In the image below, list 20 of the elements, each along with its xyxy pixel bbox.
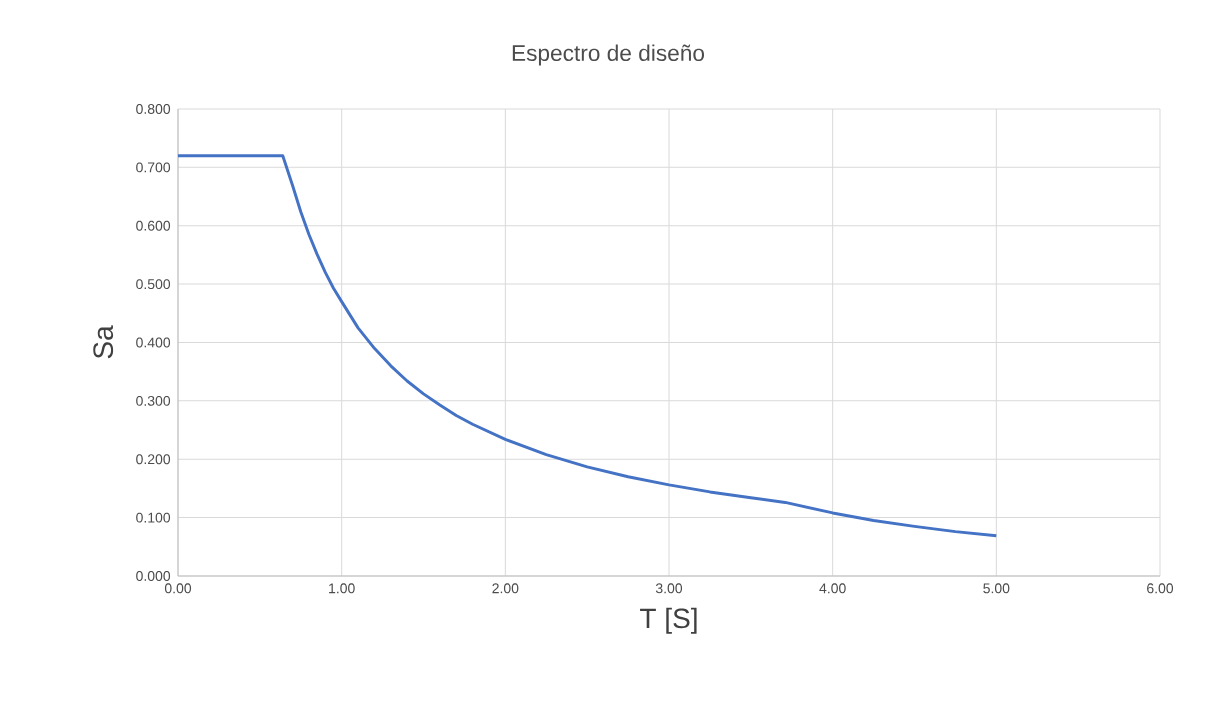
x-axis-title: T [S] (640, 607, 697, 634)
x-tick-label: 3.00 (655, 583, 683, 594)
x-tick-label: 2.00 (492, 583, 519, 594)
x-tick-label: 0.00 (164, 583, 192, 594)
x-tick-label: 1.00 (329, 583, 355, 594)
y-tick-label: 0.600 (136, 220, 171, 231)
y-tick-label: 0.400 (136, 337, 171, 348)
y-tick-label: 0.100 (136, 512, 171, 523)
chart-title: Espectro de diseño (512, 44, 705, 66)
y-tick-label: 0.000 (136, 571, 171, 581)
line-series (176, 154, 998, 538)
x-tick-label: 5.00 (983, 583, 1010, 594)
y-axis-title: Sa (93, 325, 114, 359)
x-tick-label: 4.00 (819, 583, 846, 594)
x-tick-label: 6.00 (1147, 583, 1174, 594)
y-tick-label: 0.200 (136, 454, 171, 465)
y-tick-label: 0.700 (136, 162, 171, 173)
y-tick-label: 0.800 (136, 104, 171, 114)
y-tick-label: 0.500 (136, 279, 171, 290)
y-tick-label: 0.300 (136, 395, 171, 406)
